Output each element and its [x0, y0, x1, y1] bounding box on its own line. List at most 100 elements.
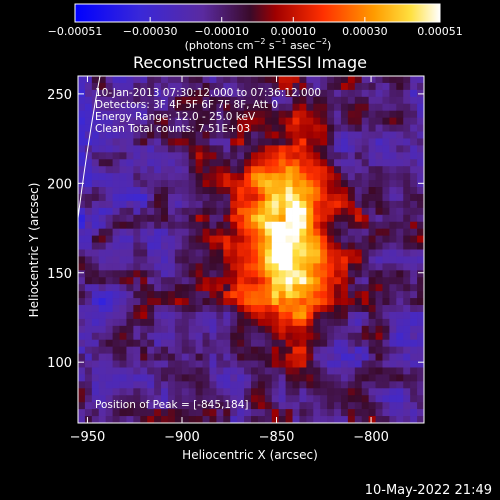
- heatmap-cell: [119, 388, 127, 396]
- heatmap-cell: [188, 263, 197, 271]
- heatmap-cell: [410, 270, 418, 278]
- heatmap-cell: [299, 360, 307, 368]
- heatmap-cell: [209, 145, 217, 153]
- heatmap-cell: [327, 332, 335, 341]
- heatmap-cell: [161, 180, 169, 188]
- heatmap-cell: [154, 89, 162, 98]
- heatmap-cell: [78, 409, 86, 417]
- heatmap-cell: [403, 117, 411, 125]
- heatmap-cell: [181, 187, 190, 195]
- heatmap-cell: [174, 277, 183, 285]
- heatmap-cell: [167, 305, 176, 313]
- heatmap-cell: [112, 214, 120, 223]
- heatmap-cell: [299, 110, 307, 119]
- heatmap-cell: [410, 367, 418, 375]
- heatmap-cell: [126, 263, 134, 271]
- heatmap-cell: [195, 339, 203, 348]
- heatmap-cell: [112, 173, 120, 181]
- colorbar-units: (photons cm−2 s−1 asec−2): [185, 37, 332, 52]
- plot-frame: [77, 75, 425, 424]
- heatmap-cell: [161, 89, 169, 98]
- heatmap-cell: [237, 117, 245, 125]
- heatmap-cell: [306, 402, 314, 410]
- heatmap-cell: [133, 298, 141, 306]
- heatmap-cell: [188, 76, 197, 84]
- heatmap-cell: [396, 277, 404, 285]
- heatmap-cell: [167, 367, 176, 375]
- heatmap-cell: [313, 263, 321, 271]
- heatmap-cell: [237, 263, 245, 271]
- heatmap-cell: [174, 353, 183, 361]
- heatmap-cell: [140, 291, 148, 299]
- heatmap-cell: [396, 117, 404, 125]
- heatmap-cell: [327, 124, 335, 132]
- heatmap-cell: [382, 388, 390, 396]
- heatmap-cell: [161, 332, 169, 341]
- heatmap-cell: [119, 110, 127, 119]
- heatmap-cell: [361, 256, 370, 264]
- heatmap-cell: [417, 270, 425, 278]
- heatmap-cell: [147, 242, 155, 250]
- heatmap-cell: [334, 76, 342, 84]
- heatmap-cell: [382, 325, 390, 334]
- y-tick-label: 250: [47, 88, 72, 103]
- heatmap-cell: [133, 277, 141, 285]
- heatmap-cell: [292, 353, 300, 361]
- heatmap-cell: [195, 131, 203, 139]
- heatmap-cell: [98, 96, 107, 105]
- heatmap-cell: [382, 76, 390, 84]
- heatmap-cell: [354, 249, 363, 257]
- heatmap-cell: [161, 152, 169, 160]
- heatmap-cell: [230, 235, 238, 243]
- heatmap-cell: [105, 89, 113, 98]
- heatmap-cell: [119, 298, 127, 306]
- heatmap-cell: [396, 402, 404, 410]
- heatmap-cell: [237, 402, 245, 410]
- heatmap-cell: [368, 416, 376, 424]
- heatmap-cell: [292, 166, 300, 174]
- heatmap-cell: [126, 339, 134, 348]
- heatmap-cell: [181, 76, 190, 84]
- heatmap-cell: [161, 76, 169, 84]
- heatmap-cell: [320, 214, 328, 223]
- heatmap-cell: [306, 291, 314, 299]
- heatmap-cell: [382, 82, 390, 91]
- heatmap-cell: [78, 117, 86, 125]
- heatmap-cell: [188, 124, 197, 132]
- heatmap-cell: [167, 388, 176, 396]
- heatmap-cell: [327, 305, 335, 313]
- heatmap-cell: [278, 152, 286, 160]
- heatmap-cell: [237, 360, 245, 368]
- heatmap-cell: [354, 402, 363, 410]
- heatmap-cell: [202, 145, 210, 153]
- heatmap-cell: [223, 374, 231, 382]
- heatmap-cell: [216, 173, 224, 181]
- heatmap-cell: [403, 138, 411, 146]
- heatmap-cell: [91, 311, 100, 320]
- heatmap-cell: [188, 367, 197, 375]
- heatmap-cell: [271, 145, 280, 153]
- heatmap-cell: [292, 367, 300, 375]
- heatmap-cell: [244, 124, 252, 132]
- heatmap-cell: [181, 249, 190, 257]
- heatmap-cell: [174, 200, 183, 209]
- heatmap-cell: [347, 131, 356, 139]
- heatmap-cell: [126, 180, 134, 188]
- heatmap-cell: [292, 152, 300, 160]
- heatmap-cell: [161, 214, 169, 223]
- heatmap-cell: [382, 402, 390, 410]
- heatmap-cell: [292, 332, 300, 341]
- heatmap-cell: [223, 200, 231, 209]
- heatmap-cell: [209, 353, 217, 361]
- heatmap-cell: [223, 180, 231, 188]
- heatmap-cell: [216, 89, 224, 98]
- heatmap-cell: [361, 291, 370, 299]
- heatmap-cell: [230, 402, 238, 410]
- heatmap-cell: [112, 381, 120, 389]
- heatmap-cell: [403, 298, 411, 306]
- heatmap-cell: [299, 409, 307, 417]
- heatmap-cell: [334, 374, 342, 382]
- heatmap-cell: [320, 388, 328, 396]
- heatmap-cell: [389, 263, 397, 271]
- heatmap-cell: [417, 311, 425, 320]
